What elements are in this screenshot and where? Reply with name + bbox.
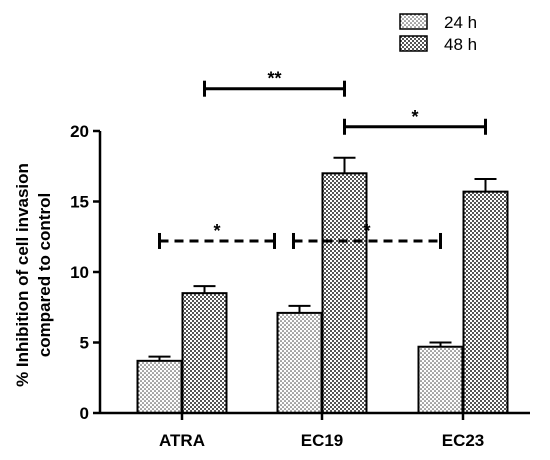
significance-brackets: **** *: [158, 69, 487, 249]
x-axis: ATRA EC19 EC23: [100, 411, 530, 450]
bar: [181, 292, 228, 414]
bar: [462, 190, 509, 414]
y-tick-label: 10: [70, 263, 89, 282]
x-category-label: ATRA: [159, 431, 205, 450]
significance-label: *: [363, 221, 370, 241]
significance-label: *: [213, 221, 220, 241]
x-category-label: EC23: [442, 431, 485, 450]
y-axis: 0 5 10 15 20: [70, 122, 102, 423]
y-tick-label: 15: [70, 193, 89, 212]
y-tick-label: 0: [80, 404, 89, 423]
y-tick-label: 20: [70, 122, 89, 141]
significance-label: **: [267, 69, 281, 89]
legend-label-48h: 48 h: [444, 35, 477, 54]
y-axis-title-line-1: % Inhibition of cell invasion: [13, 163, 32, 387]
legend-swatch-24h: [399, 13, 428, 30]
bar: [136, 359, 183, 414]
legend: 24 h 48 h: [399, 13, 477, 54]
legend-swatch-48h: [399, 35, 428, 52]
x-category-label: EC19: [301, 431, 344, 450]
bar: [417, 345, 464, 415]
bar: [321, 172, 368, 414]
y-tick-label: 5: [80, 334, 89, 353]
significance-label: *: [411, 107, 418, 127]
bar: [276, 311, 323, 415]
legend-label-24h: 24 h: [444, 13, 477, 32]
y-axis-title: % Inhibition of cell invasion compared t…: [13, 163, 54, 387]
y-axis-title-line-2: compared to control: [35, 193, 54, 357]
bars: [136, 172, 509, 415]
error-bars: [148, 156, 497, 361]
